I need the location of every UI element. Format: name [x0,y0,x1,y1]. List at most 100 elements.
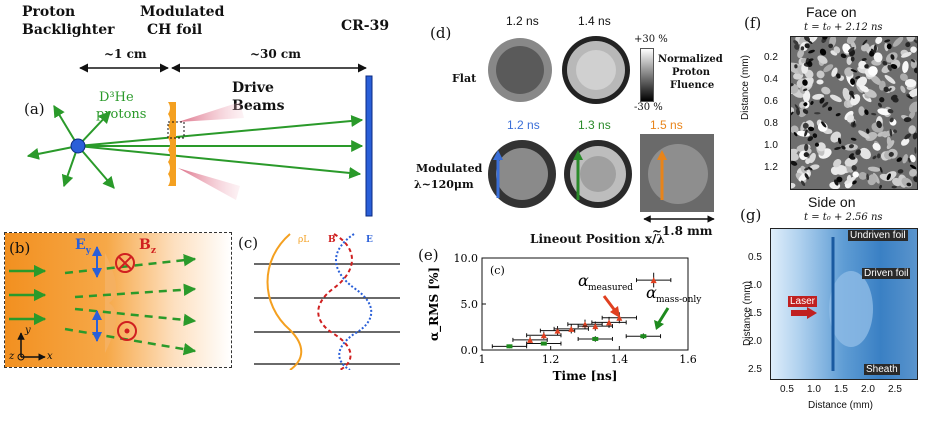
side-on-ytick: 1.5 [748,308,762,319]
rho-label: ρL [298,235,310,245]
panel-g-letter: (g) [740,206,762,224]
side-on-xlabel: Distance (mm) [808,400,874,411]
y-axis-label: α_RMS [%] [427,267,442,341]
axis-x-label: x [47,351,53,362]
face-on-time: t = t₀ + 2.12 ns [804,22,883,33]
point-measured [592,323,599,330]
drive-label: Drive [232,80,274,96]
side-on-ytick: 0.5 [748,252,762,263]
time-flat-1: 1.2 ns [506,14,539,28]
panel-a-diagram [26,63,373,217]
y-tick-label: 5.0 [461,298,479,311]
side-on-xtick: 2.0 [861,384,875,395]
alpha-measured-label: α [578,271,589,290]
side-on-xtick: 1.5 [834,384,848,395]
annot-undriven: Undriven foil [848,230,908,241]
arrow-mass-head [654,320,664,330]
arrow-measured-head [610,306,620,318]
annot-driven: Driven foil [862,268,911,279]
backlighter-capsule [70,138,86,154]
side-on-xtick: 1.0 [807,384,821,395]
inner-panel-label: (c) [490,264,505,277]
colorbar-title-2: Proton [672,67,711,78]
time-mod-3: 1.5 ns [650,118,683,132]
panel-b-letter: (b) [9,239,31,257]
x-tick-label: 1.2 [542,353,560,366]
drive-beam-upper [178,102,244,122]
time-flat-2: 1.4 ns [578,14,611,28]
radiograph-flat-1 [484,32,554,106]
face-on-ylabel: Distance (mm) [740,54,751,120]
d3he-label: D³He [99,90,134,105]
proton-backlighter-label-2: Backlighter [22,22,115,38]
time-mod-1: 1.2 ns [507,118,540,132]
x-axis-label: Time [ns] [553,369,618,383]
y-tick-label: 0.0 [461,344,479,357]
colorbar-title-3: Fluence [670,80,715,91]
distance-30cm: ~30 cm [250,47,301,61]
row-mod-label-1: Modulated [416,162,483,175]
alpha-rms-chart: (c) 1 1.2 1.4 1.6 0.0 5.0 10.0 Time [ns] α_RMS [%… [427,252,702,383]
face-on-ytick: 1.0 [764,140,778,151]
point-measured [568,325,575,332]
row-flat-label: Flat [452,72,477,85]
y-tick-label: 10.0 [454,252,479,265]
colorbar-bottom: -30 % [634,102,663,113]
side-on-ytick: 2.0 [748,336,762,347]
axis-y-label: y [25,325,31,336]
row-mod-label-2: λ~120μm [414,178,474,191]
annot-sheath: Sheath [864,364,900,375]
point-measured [606,319,613,326]
radiograph-flat-2 [558,32,632,106]
arrow-mass [656,307,670,325]
lineout-title: Lineout Position x/λ [530,232,665,246]
alpha-mass-label: α [646,283,657,302]
point-mass-only [640,334,647,339]
colorbar-top: +30 % [634,34,668,45]
x-tick-label: 1.4 [611,353,629,366]
face-on-title: Face on [806,4,857,20]
drive-beam-lower [178,168,240,200]
point-mass-only [540,341,547,346]
annot-laser: Laser [788,296,818,307]
side-on-ytick: 2.5 [748,364,762,375]
cr39-label: CR-39 [341,18,390,34]
side-on-title: Side on [808,194,856,210]
face-on-ytick: 0.4 [764,74,778,85]
proton-backlighter-label-1: Proton [22,4,76,20]
panel-d-letter: (d) [430,24,452,42]
face-on-ytick: 0.6 [764,96,778,107]
foil-zoom-box [167,121,185,139]
modulated-label-2: CH foil [147,22,203,38]
radiograph-mod-3 [640,134,714,212]
radiograph-mod-2 [560,134,634,212]
panel-e-letter: (e) [418,246,439,264]
face-on-ytick: 0.2 [764,52,778,63]
panel-c-letter: (c) [238,234,259,252]
ey-label: Ey [75,237,91,256]
x-tick-label: 1.6 [679,353,697,366]
modulated-foil [168,102,176,186]
alpha-measured-sub: measured [588,283,633,293]
panel-f-letter: (f) [744,14,762,32]
point-measured [554,327,561,334]
face-on-ytick: 1.2 [764,162,778,173]
point-measured [540,332,547,339]
point-mass-only [592,336,599,341]
radiograph-mod-1 [486,134,556,212]
point-measured [616,314,623,321]
b-label: B [328,235,336,245]
side-on-xtick: 0.5 [780,384,794,395]
colorbar-title-1: Normalized [658,54,723,65]
face-on-ytick: 0.8 [764,118,778,129]
side-on-ytick: 1.0 [748,280,762,291]
distance-1cm: ~1 cm [104,47,147,61]
side-on-xtick: 2.5 [888,384,902,395]
axis-z-label: z [9,351,15,362]
beams-label: Beams [232,98,285,114]
point-measured [650,277,657,284]
alpha-mass-sub: mass-only [656,295,702,305]
e-label: E [366,235,373,245]
panel-a-letter: (a) [24,100,45,118]
side-on-time: t = t₀ + 2.56 ns [804,212,883,223]
